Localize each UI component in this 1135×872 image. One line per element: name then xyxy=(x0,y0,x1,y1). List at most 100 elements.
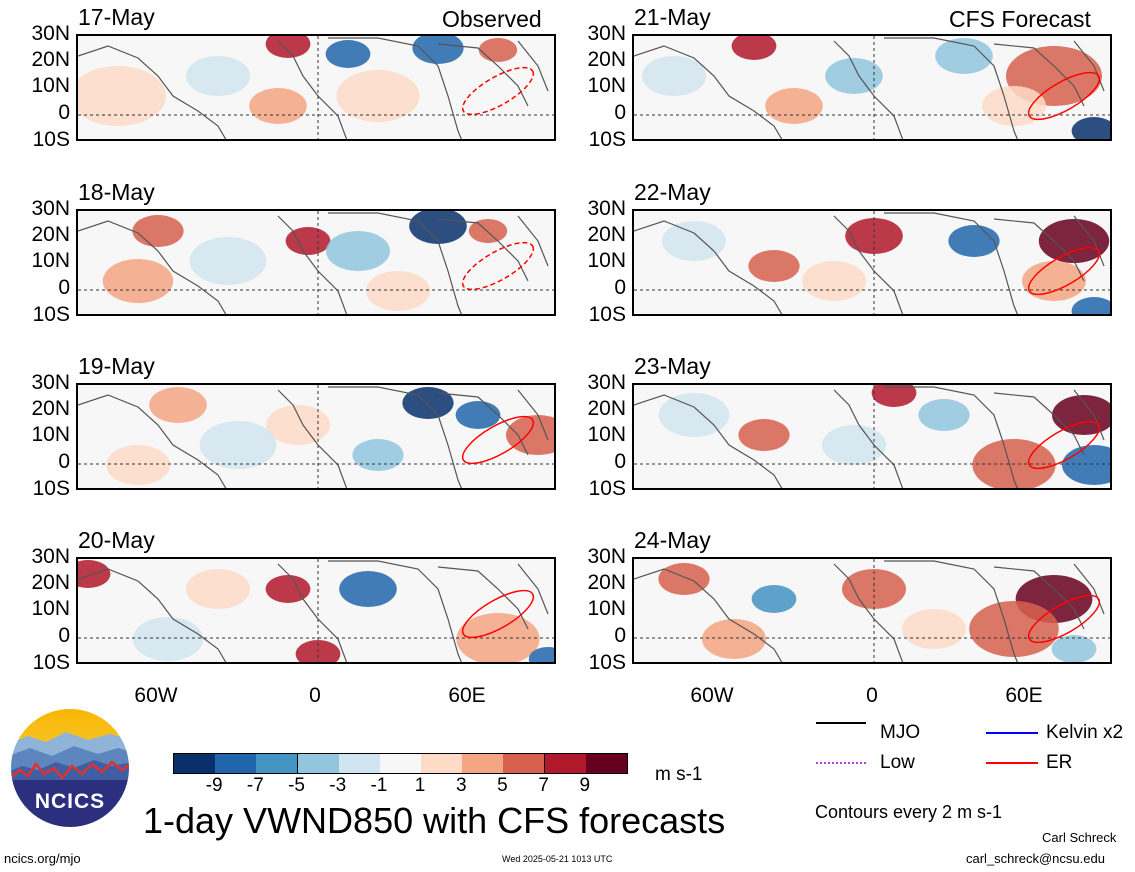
anomaly-blob xyxy=(339,571,397,607)
lat-label: 20N xyxy=(31,571,70,594)
anomaly-map xyxy=(78,385,554,488)
anomaly-blob xyxy=(186,569,250,609)
anomaly-blob xyxy=(731,36,777,60)
lat-label: 10N xyxy=(587,249,626,272)
lat-label: 30N xyxy=(31,545,70,568)
anomaly-blob xyxy=(455,401,501,429)
anomaly-blob xyxy=(326,231,390,271)
anomaly-map xyxy=(634,36,1110,139)
mjo-legend-line xyxy=(816,722,866,724)
coastline xyxy=(833,215,904,314)
colorbar-units: m s-1 xyxy=(655,764,703,785)
coastline xyxy=(328,212,462,314)
anomaly-blob xyxy=(366,271,430,311)
anomaly-blob xyxy=(948,225,1000,257)
coastline xyxy=(833,40,904,139)
footer-email[interactable]: carl_schreck@ncsu.edu xyxy=(966,851,1105,866)
coastline xyxy=(1073,389,1105,441)
anomaly-blob xyxy=(642,56,706,96)
coastline xyxy=(884,37,1018,139)
colorbar-swatch xyxy=(174,754,216,773)
anomaly-blob xyxy=(662,221,726,261)
coastline xyxy=(884,212,1018,314)
colorbar-label: -3 xyxy=(329,775,347,796)
footer-timestamp: Wed 2025-05-21 1013 UTC xyxy=(502,854,613,864)
anomaly-blob xyxy=(478,38,518,62)
figure-title: 1-day VWND850 with CFS forecasts xyxy=(143,800,726,841)
lat-label: 20N xyxy=(31,397,70,420)
anomaly-blob xyxy=(266,405,330,445)
date-label: 24-May xyxy=(634,527,711,553)
anomaly-blob xyxy=(249,88,307,124)
anomaly-blob xyxy=(702,619,766,659)
anomaly-blob xyxy=(149,387,207,423)
colorbar-swatch xyxy=(421,754,464,773)
anomaly-map xyxy=(78,36,554,139)
anomaly-map xyxy=(634,211,1110,314)
er-contour xyxy=(461,415,535,465)
lon-label: 60E xyxy=(1005,684,1043,707)
colorbar-label: -9 xyxy=(205,775,223,796)
lat-label: 20N xyxy=(587,223,626,246)
map-panel-observed-3 xyxy=(76,383,556,490)
logo-text: NCICS xyxy=(34,790,106,813)
coastline xyxy=(1073,40,1105,92)
er-contour xyxy=(461,241,535,291)
coastline xyxy=(993,43,1085,107)
legend-er: ER xyxy=(1046,752,1073,773)
lat-label: 30N xyxy=(587,371,626,394)
colorbar-label: 7 xyxy=(538,775,549,796)
colorbar xyxy=(173,753,628,774)
lat-label: 10N xyxy=(587,74,626,97)
coastline xyxy=(634,394,783,488)
coastline xyxy=(1073,563,1105,615)
er-contour xyxy=(1027,71,1101,121)
lon-label: 0 xyxy=(309,684,321,707)
coastline xyxy=(328,560,462,662)
anomaly-blob xyxy=(1052,395,1110,435)
map-panel-forecast-4 xyxy=(632,557,1112,664)
legend-low: Low xyxy=(880,752,915,773)
coastline xyxy=(277,40,348,139)
coastline xyxy=(437,43,529,107)
coastline xyxy=(78,45,227,139)
date-label: 21-May xyxy=(634,4,711,30)
anomaly-blob xyxy=(106,445,170,485)
lon-label: 60W xyxy=(134,684,178,707)
er-contour xyxy=(461,66,535,116)
anomaly-blob xyxy=(352,439,404,471)
ncics-logo: NCICS xyxy=(8,706,132,830)
lat-label: 20N xyxy=(31,223,70,246)
coastline xyxy=(884,386,1018,488)
lat-label: 0 xyxy=(614,101,626,124)
anomaly-map xyxy=(78,559,554,662)
lon-label: 0 xyxy=(866,684,878,707)
coastline xyxy=(78,394,227,488)
anomaly-blob xyxy=(506,415,554,455)
lat-label: 0 xyxy=(58,276,70,299)
coastline xyxy=(78,220,227,314)
lat-label: 0 xyxy=(58,624,70,647)
lat-label: 10N xyxy=(587,423,626,446)
lat-label: 0 xyxy=(614,450,626,473)
lat-label: 0 xyxy=(614,276,626,299)
anomaly-blob xyxy=(1062,445,1110,485)
lat-label: 10S xyxy=(32,477,70,500)
lon-label: 60E xyxy=(448,684,486,707)
anomaly-blob xyxy=(189,237,267,285)
footer-url[interactable]: ncics.org/mjo xyxy=(4,851,81,866)
anomaly-blob xyxy=(402,387,454,419)
lat-label: 20N xyxy=(587,571,626,594)
low-legend-line xyxy=(816,762,866,764)
coastline xyxy=(437,218,529,282)
coastline xyxy=(437,566,529,630)
anomaly-blob xyxy=(336,70,420,122)
lat-label: 10S xyxy=(588,651,626,674)
coastline xyxy=(884,560,1018,662)
coastline xyxy=(993,566,1085,630)
coastline xyxy=(993,392,1085,456)
legend-mjo: MJO xyxy=(880,722,921,743)
lat-label: 30N xyxy=(31,22,70,45)
anomaly-blob xyxy=(902,609,966,649)
coastline xyxy=(517,40,549,92)
